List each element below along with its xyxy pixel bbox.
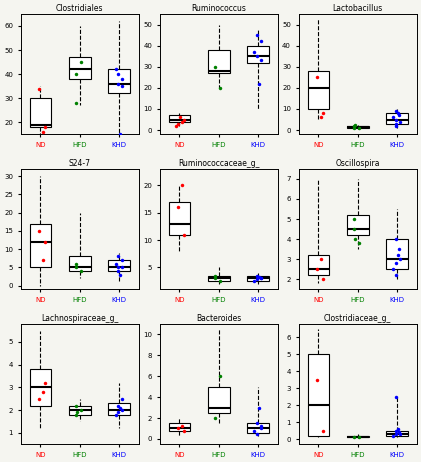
PathPatch shape [248, 423, 269, 433]
PathPatch shape [347, 436, 369, 438]
PathPatch shape [109, 403, 130, 415]
PathPatch shape [29, 224, 51, 267]
PathPatch shape [347, 126, 369, 128]
Title: Lachnospiraceae_g_: Lachnospiraceae_g_ [41, 314, 119, 323]
PathPatch shape [248, 46, 269, 62]
PathPatch shape [386, 113, 408, 124]
Title: Oscillospira: Oscillospira [336, 159, 380, 168]
Title: Clostridiales: Clostridiales [56, 4, 104, 13]
PathPatch shape [69, 57, 91, 79]
Title: Lactobacillus: Lactobacillus [333, 4, 383, 13]
PathPatch shape [248, 276, 269, 281]
PathPatch shape [109, 69, 130, 93]
PathPatch shape [386, 239, 408, 269]
PathPatch shape [29, 369, 51, 406]
PathPatch shape [308, 354, 329, 436]
PathPatch shape [208, 276, 229, 281]
PathPatch shape [168, 202, 190, 235]
PathPatch shape [208, 50, 229, 73]
PathPatch shape [347, 215, 369, 235]
Title: Ruminococcaceae_g_: Ruminococcaceae_g_ [178, 159, 260, 168]
PathPatch shape [69, 256, 91, 271]
PathPatch shape [168, 423, 190, 431]
Title: Clostridiaceae_g_: Clostridiaceae_g_ [324, 314, 392, 323]
PathPatch shape [109, 260, 130, 271]
PathPatch shape [386, 431, 408, 436]
PathPatch shape [29, 98, 51, 127]
PathPatch shape [308, 255, 329, 275]
Title: S24-7: S24-7 [69, 159, 91, 168]
Title: Ruminococcus: Ruminococcus [192, 4, 246, 13]
PathPatch shape [308, 71, 329, 109]
Title: Bacteroides: Bacteroides [196, 314, 242, 323]
PathPatch shape [69, 406, 91, 415]
PathPatch shape [208, 387, 229, 413]
PathPatch shape [168, 116, 190, 122]
